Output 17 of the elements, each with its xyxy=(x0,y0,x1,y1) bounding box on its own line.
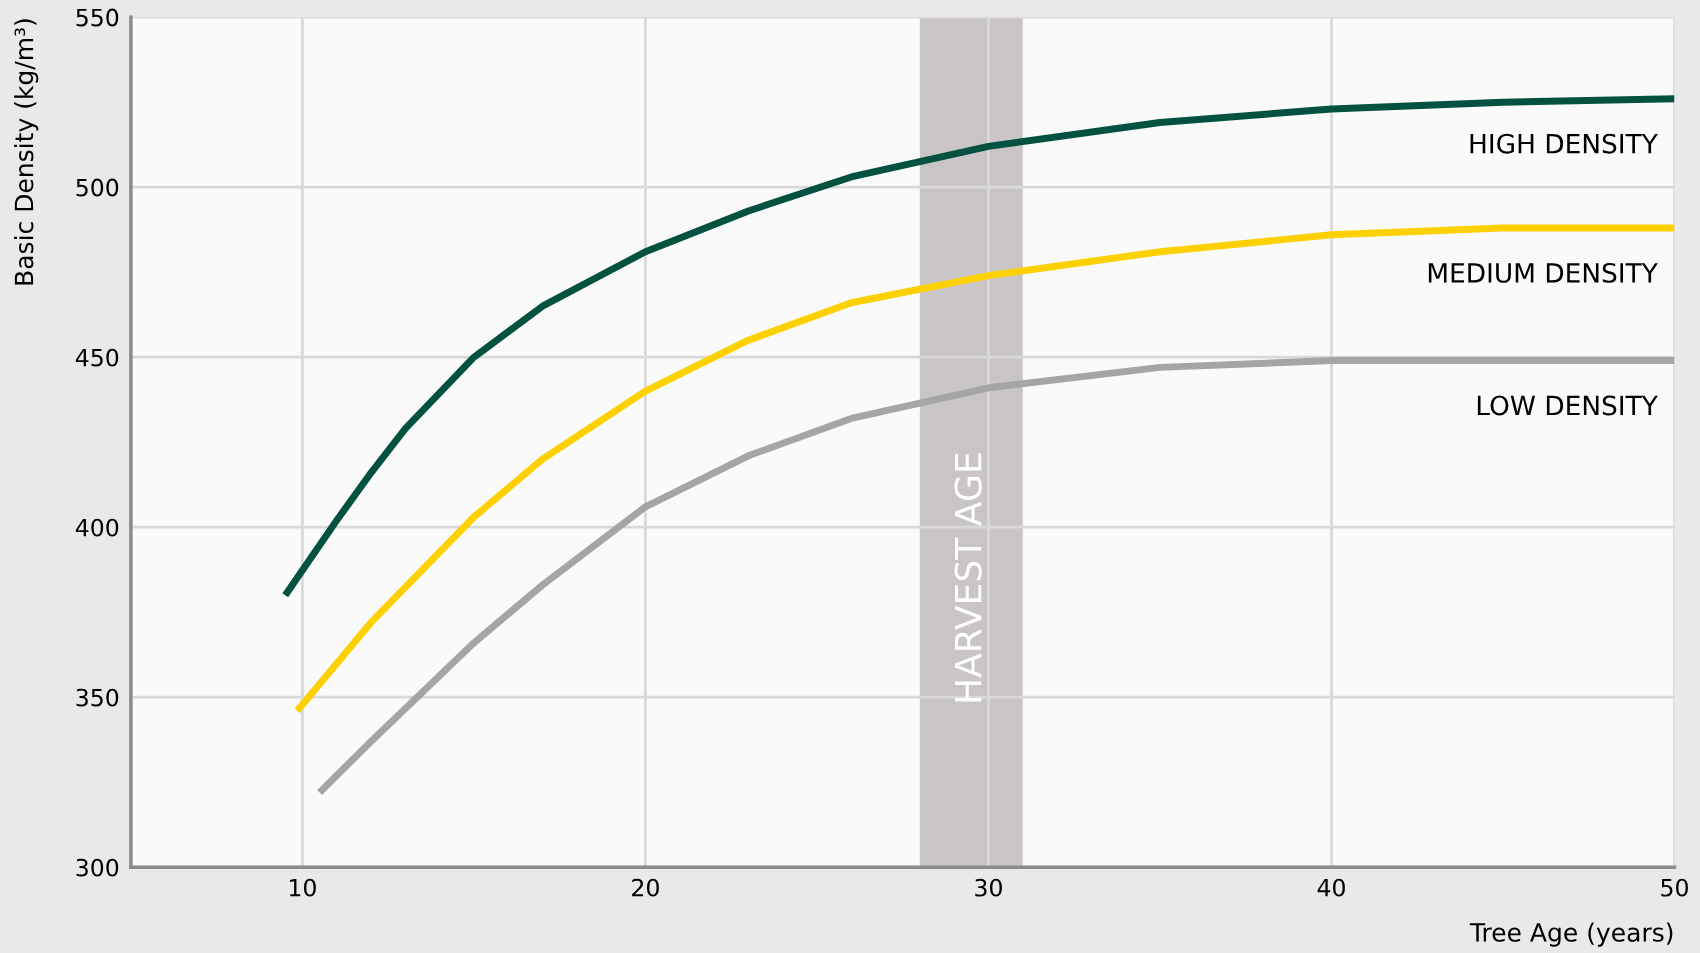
series-label: HIGH DENSITY xyxy=(1470,133,1658,154)
y-tick-label: 300 xyxy=(76,858,119,877)
y-tick-label: 550 xyxy=(76,8,119,27)
y-tick-label: 400 xyxy=(75,518,119,537)
y-axis-title: Basic Density (kg/m³) xyxy=(14,19,39,285)
x-tick-label: 30 xyxy=(975,878,1002,897)
y-tick-label: 350 xyxy=(76,688,119,707)
x-tick-label: 10 xyxy=(289,878,316,897)
x-axis-title: Tree Age (years) xyxy=(1469,922,1673,947)
band-label: HARVEST AGE xyxy=(954,453,982,702)
x-tick-label: 50 xyxy=(1661,878,1688,897)
x-tick-label: 20 xyxy=(632,878,659,897)
y-tick-label: 500 xyxy=(76,178,119,197)
series-label: LOW DENSITY xyxy=(1477,395,1658,416)
series-label: MEDIUM DENSITY xyxy=(1428,262,1658,283)
x-tick-label: 40 xyxy=(1317,878,1345,897)
y-tick-label: 450 xyxy=(75,348,119,367)
